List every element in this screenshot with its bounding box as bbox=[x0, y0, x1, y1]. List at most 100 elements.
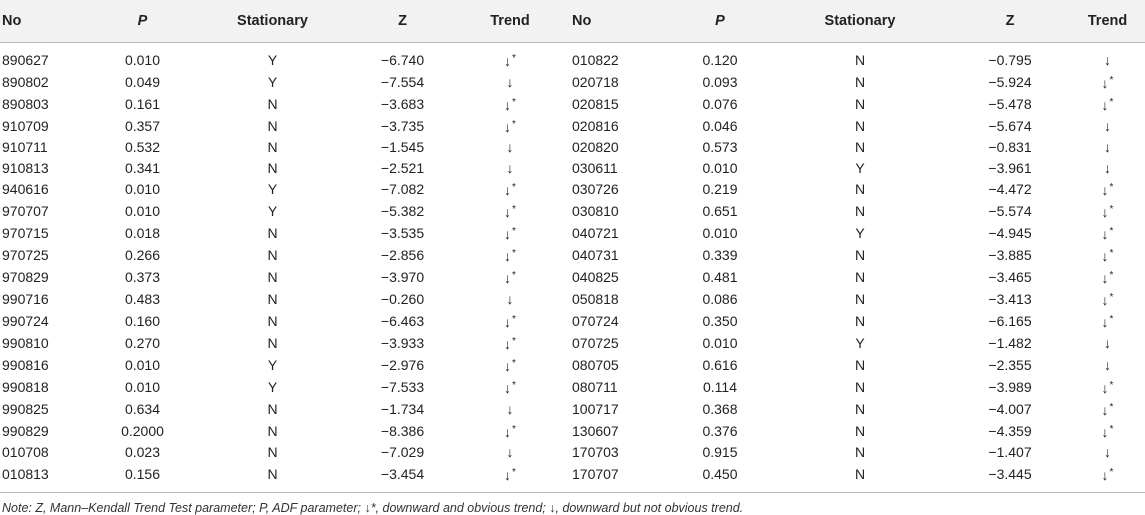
cell-no: 970725 bbox=[2, 247, 49, 264]
cell-trend: ↓* bbox=[450, 266, 570, 288]
cell-p: 0.160 bbox=[124, 313, 161, 330]
cell-no: 020820 bbox=[572, 138, 619, 155]
cell-trend: ↓* bbox=[1070, 288, 1145, 310]
cell-z: −7.554 bbox=[380, 73, 425, 90]
down-arrow-icon: ↓ bbox=[504, 380, 512, 397]
cell-p: 0.915 bbox=[702, 444, 738, 461]
cell-p: 0.114 bbox=[703, 379, 737, 396]
cell-stationary: N bbox=[267, 401, 278, 418]
table-row: 890802 0.049 Y −7.554 ↓ 020718 0.093 N −5.924 ↓* bbox=[0, 71, 1145, 93]
cell-no: 940616 bbox=[2, 181, 49, 198]
cell-stationary: Y bbox=[855, 335, 865, 352]
cell-p: 0.010 bbox=[702, 225, 738, 242]
cell-stationary: Y bbox=[267, 181, 278, 198]
cell-stationary: N bbox=[854, 269, 866, 286]
down-arrow-icon: ↓ bbox=[504, 248, 512, 265]
cell-trend: ↓ bbox=[450, 137, 570, 158]
cell-no: 070724 bbox=[572, 313, 619, 330]
down-arrow-icon: ↓ bbox=[1104, 51, 1111, 68]
cell-stationary: N bbox=[854, 203, 866, 220]
cell-trend: ↓* bbox=[1070, 244, 1145, 266]
cell-trend: ↓* bbox=[1070, 222, 1145, 244]
significance-mark: * bbox=[512, 52, 516, 64]
header-stationary-2: Stationary bbox=[770, 0, 950, 43]
cell-p: 0.616 bbox=[702, 357, 738, 374]
significance-mark: * bbox=[512, 182, 516, 194]
header-row: No P Stationary Z Trend No P Stationary … bbox=[0, 0, 1145, 43]
cell-p: 0.483 bbox=[124, 291, 161, 308]
significance-mark: * bbox=[512, 248, 516, 260]
cell-trend: ↓* bbox=[450, 376, 570, 398]
cell-z: −7.533 bbox=[380, 379, 425, 396]
cell-no: 100717 bbox=[572, 401, 619, 418]
cell-no: 970829 bbox=[2, 269, 49, 286]
table-row: 940616 0.010 Y −7.082 ↓* 030726 0.219 N −4.472 ↓* bbox=[0, 178, 1145, 200]
cell-p: 0.350 bbox=[702, 313, 738, 330]
cell-no: 020816 bbox=[572, 117, 619, 134]
cell-z: −1.545 bbox=[380, 138, 425, 155]
cell-trend: ↓* bbox=[450, 244, 570, 266]
cell-z: −2.976 bbox=[380, 357, 425, 374]
cell-no: 990825 bbox=[2, 401, 49, 418]
cell-trend: ↓ bbox=[1070, 157, 1145, 178]
cell-stationary: N bbox=[267, 444, 278, 461]
cell-trend: ↓ bbox=[1070, 332, 1145, 354]
table-row: 910709 0.357 N −3.735 ↓* 020816 0.046 N −5.674 ↓ bbox=[0, 115, 1145, 137]
cell-trend: ↓* bbox=[450, 332, 570, 354]
table-header: No P Stationary Z Trend No P Stationary … bbox=[0, 0, 1145, 43]
cell-no: 010813 bbox=[2, 465, 49, 482]
cell-p: 0.450 bbox=[702, 465, 738, 482]
cell-stationary: Y bbox=[267, 73, 278, 90]
table-row: 990829 0.2000 N −8.386 ↓* 130607 0.376 N −4.359 ↓… bbox=[0, 420, 1145, 442]
cell-z: −0.795 bbox=[988, 51, 1032, 68]
header-trend-2: Trend bbox=[1070, 0, 1145, 43]
cell-no: 990724 bbox=[2, 313, 49, 330]
cell-no: 170703 bbox=[572, 444, 619, 461]
significance-mark: * bbox=[1109, 74, 1114, 86]
down-arrow-icon: ↓ bbox=[1101, 466, 1109, 483]
table-row: 970829 0.373 N −3.970 ↓* 040825 0.481 N −3.465 ↓* bbox=[0, 266, 1145, 288]
table-row: 910711 0.532 N −1.545 ↓ 020820 0.573 N −0.831 ↓ bbox=[0, 137, 1145, 158]
cell-p: 0.120 bbox=[702, 51, 738, 68]
cell-stationary: N bbox=[854, 291, 866, 308]
cell-stationary: N bbox=[854, 465, 866, 482]
trend-table: No P Stationary Z Trend No P Stationary … bbox=[0, 0, 1145, 493]
down-arrow-icon: ↓ bbox=[1104, 335, 1111, 352]
cell-p: 0.093 bbox=[702, 73, 738, 90]
cell-trend: ↓ bbox=[450, 71, 570, 93]
cell-no: 040721 bbox=[572, 225, 619, 242]
cell-stationary: N bbox=[267, 465, 278, 482]
cell-trend: ↓* bbox=[450, 93, 570, 115]
cell-trend: ↓ bbox=[1070, 442, 1145, 463]
down-arrow-icon: ↓ bbox=[506, 291, 514, 308]
header-no: No bbox=[0, 0, 95, 43]
cell-stationary: N bbox=[854, 51, 866, 68]
table-row: 990818 0.010 Y −7.533 ↓* 080711 0.114 N −3.989 ↓* bbox=[0, 376, 1145, 398]
cell-no: 890803 bbox=[2, 95, 49, 112]
cell-stationary: N bbox=[854, 357, 866, 374]
table-row: 970707 0.010 Y −5.382 ↓* 030810 0.651 N −5.574 ↓* bbox=[0, 200, 1145, 222]
down-arrow-icon: ↓ bbox=[504, 118, 512, 135]
down-arrow-icon: ↓ bbox=[1101, 96, 1109, 113]
significance-mark: * bbox=[512, 380, 516, 392]
significance-mark: * bbox=[1109, 402, 1114, 414]
cell-z: −2.355 bbox=[988, 357, 1032, 374]
cell-trend: ↓ bbox=[450, 288, 570, 310]
cell-no: 990829 bbox=[2, 423, 49, 440]
table-row: 990816 0.010 Y −2.976 ↓* 080705 0.616 N −2.355 ↓ bbox=[0, 354, 1145, 376]
cell-no: 030726 bbox=[572, 181, 619, 198]
cell-z: −6.463 bbox=[380, 313, 425, 330]
cell-trend: ↓* bbox=[450, 178, 570, 200]
cell-no: 020718 bbox=[572, 73, 619, 90]
cell-z: −5.478 bbox=[988, 95, 1032, 112]
down-arrow-icon: ↓ bbox=[504, 314, 512, 331]
cell-stationary: N bbox=[854, 379, 866, 396]
down-arrow-icon: ↓ bbox=[1104, 444, 1111, 461]
cell-z: −3.413 bbox=[988, 291, 1032, 308]
down-arrow-icon: ↓ bbox=[1104, 138, 1111, 155]
significance-mark: * bbox=[512, 204, 516, 216]
down-arrow-icon: ↓ bbox=[504, 358, 512, 375]
cell-trend: ↓* bbox=[450, 222, 570, 244]
cell-z: −4.007 bbox=[988, 401, 1032, 418]
